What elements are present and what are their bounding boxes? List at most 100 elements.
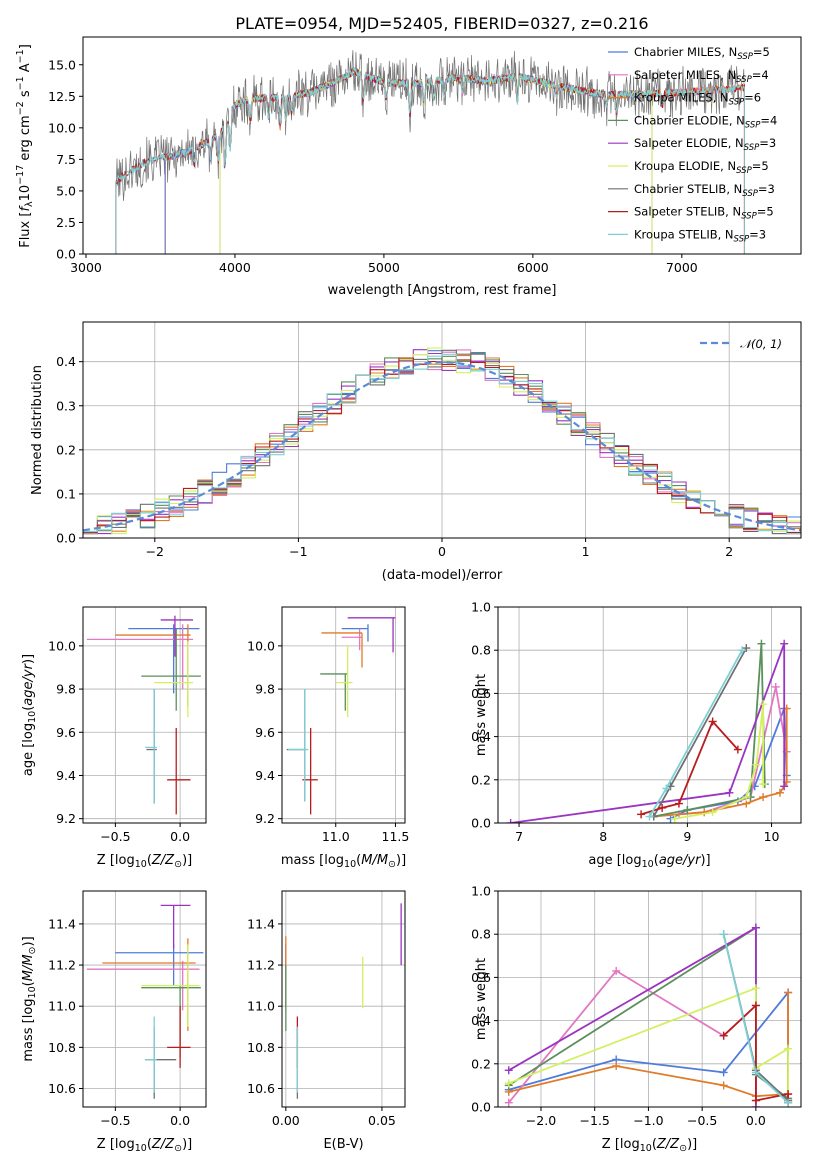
legend-label-text: Kroupa MILES, N (634, 91, 729, 105)
label-part: ( (652, 1137, 657, 1152)
label-part: −1 (15, 76, 26, 90)
x-tick-label: 11.5 (382, 829, 410, 844)
weight-marker (759, 793, 768, 802)
errorbar-salpeter-stelib (167, 727, 191, 815)
legend-label-tail: =3 (749, 227, 766, 241)
weight-marker (719, 930, 728, 939)
y-tick-label: 1.0 (471, 884, 491, 899)
weight-marker (751, 1001, 760, 1010)
errorbar-chabrier-miles (115, 944, 204, 986)
weight-marker (771, 682, 780, 691)
y-tick-label: 0.0 (56, 531, 76, 546)
x-tick-label: −2.0 (526, 1113, 556, 1128)
x-tick-label: 10 (764, 829, 780, 844)
y-tick-label: 10.0 (48, 120, 76, 135)
weight-marker (757, 639, 766, 648)
weight-marker (742, 793, 751, 802)
y-tick-label: 10.0 (48, 638, 76, 653)
y-tick-label: 0.2 (471, 1056, 491, 1071)
errorbar-salpeter-elodie (160, 615, 194, 657)
axes-frame (497, 890, 802, 1108)
errorbar-kroupa-elodie (335, 645, 353, 718)
label-part: Z/Z (151, 1137, 175, 1152)
axes-frame (82, 606, 207, 824)
weight-marker (645, 812, 654, 821)
legend-label-salpeter-stelib: Salpeter STELIB, NSSP=5 (634, 205, 774, 222)
gridlines (282, 891, 405, 1107)
errorbar-kroupa-elodie (141, 944, 200, 1027)
weight-marker (612, 1061, 621, 1070)
weight-marker (700, 808, 709, 817)
x-axis-label: age [log10(age/yr)] (588, 853, 710, 870)
legend-label-chabrier-stelib: Chabrier STELIB, NSSP=3 (634, 182, 775, 199)
legend-label-kroupa-miles: Kroupa MILES, NSSP=6 (634, 91, 761, 108)
label-part: )] (182, 853, 192, 868)
y-tick-label: 12.5 (48, 89, 76, 104)
weight-marker (738, 646, 747, 655)
legend-label-tail: =5 (753, 45, 770, 59)
legend-label-sub: SSP (745, 120, 761, 130)
weight-marker (725, 788, 734, 797)
legend-label-text: Salpeter ELODIE, N (634, 136, 744, 150)
weight-marker (662, 784, 671, 793)
label-part: 10 (642, 859, 654, 870)
x-tick-label: 0.05 (368, 1113, 396, 1128)
y-tick-label: 5.0 (56, 183, 76, 198)
label-part: ( (147, 853, 152, 868)
y-tick-label: 9.6 (56, 725, 76, 740)
plot-area (83, 347, 801, 535)
y-tick-label: 11.4 (48, 916, 76, 931)
weight-marker (708, 808, 717, 817)
weight-marker (708, 717, 717, 726)
y-tick-label: 0.1 (56, 486, 76, 501)
errorbar-kroupa-stelib (145, 689, 157, 804)
label-part: ⊙ (27, 947, 38, 955)
x-axis-label: (data-model)/error (382, 568, 503, 583)
y-tick-label: 11.2 (48, 958, 76, 973)
label-part: )] (182, 1137, 192, 1152)
label-part: ⊙ (174, 859, 182, 870)
axes-frame (82, 890, 207, 1108)
label-part: ⊙ (679, 1143, 687, 1154)
plot-area (286, 617, 396, 815)
errorbar-kroupa-elodie (154, 641, 194, 718)
legend-label-text: Chabrier ELODIE, N (634, 113, 745, 127)
weight-marker (683, 806, 692, 815)
y-tick-label: 9.4 (255, 768, 275, 783)
weight-marker (780, 782, 789, 791)
x-tick-label: 0.0 (170, 829, 190, 844)
legend-label-tail: =3 (759, 136, 776, 150)
legend-label-tail: =4 (760, 113, 777, 127)
weight-marker (719, 1031, 728, 1040)
plot-area (115, 50, 745, 254)
legend-label-text: Chabrier STELIB, N (634, 182, 742, 196)
weight-marker (674, 799, 683, 808)
label-part: )] (21, 654, 36, 664)
errorbar-kroupa-miles (321, 632, 363, 668)
spectrum-line-kroupa-stelib (115, 67, 745, 254)
label-part: 10 (27, 986, 38, 998)
x-tick-label: −1.0 (633, 1113, 663, 1128)
weight-marker (752, 760, 761, 769)
legend-label-salpeter-miles: Salpeter MILES, NSSP=4 (634, 68, 769, 85)
errorbar-kroupa-miles (115, 624, 191, 707)
weight-series-chabrier-stelib (649, 644, 751, 821)
label-part: M/M (21, 954, 36, 981)
legend-label-chabrier-miles: Chabrier MILES, NSSP=5 (634, 45, 770, 62)
label-part: ( (21, 981, 36, 986)
weight-marker (751, 923, 760, 932)
legend-label-kroupa-elodie: Kroupa ELODIE, NSSP=5 (634, 159, 769, 176)
errorbar-chabrier-elodie (320, 673, 348, 711)
y-tick-label: 2.5 (56, 215, 76, 230)
weight-series-salpeter-stelib (637, 717, 742, 819)
errorbar-chabrier-stelib (146, 689, 157, 804)
weight-marker (612, 966, 621, 975)
plot-area (86, 904, 204, 1099)
weight-marker (784, 1090, 793, 1099)
y-axis-label: age [log10(age/yr)] (21, 654, 38, 776)
weight-line (640, 720, 739, 816)
weight-series-kroupa-stelib (645, 646, 747, 821)
weight-marker (759, 780, 768, 789)
y-tick-label: 11.0 (247, 999, 275, 1014)
